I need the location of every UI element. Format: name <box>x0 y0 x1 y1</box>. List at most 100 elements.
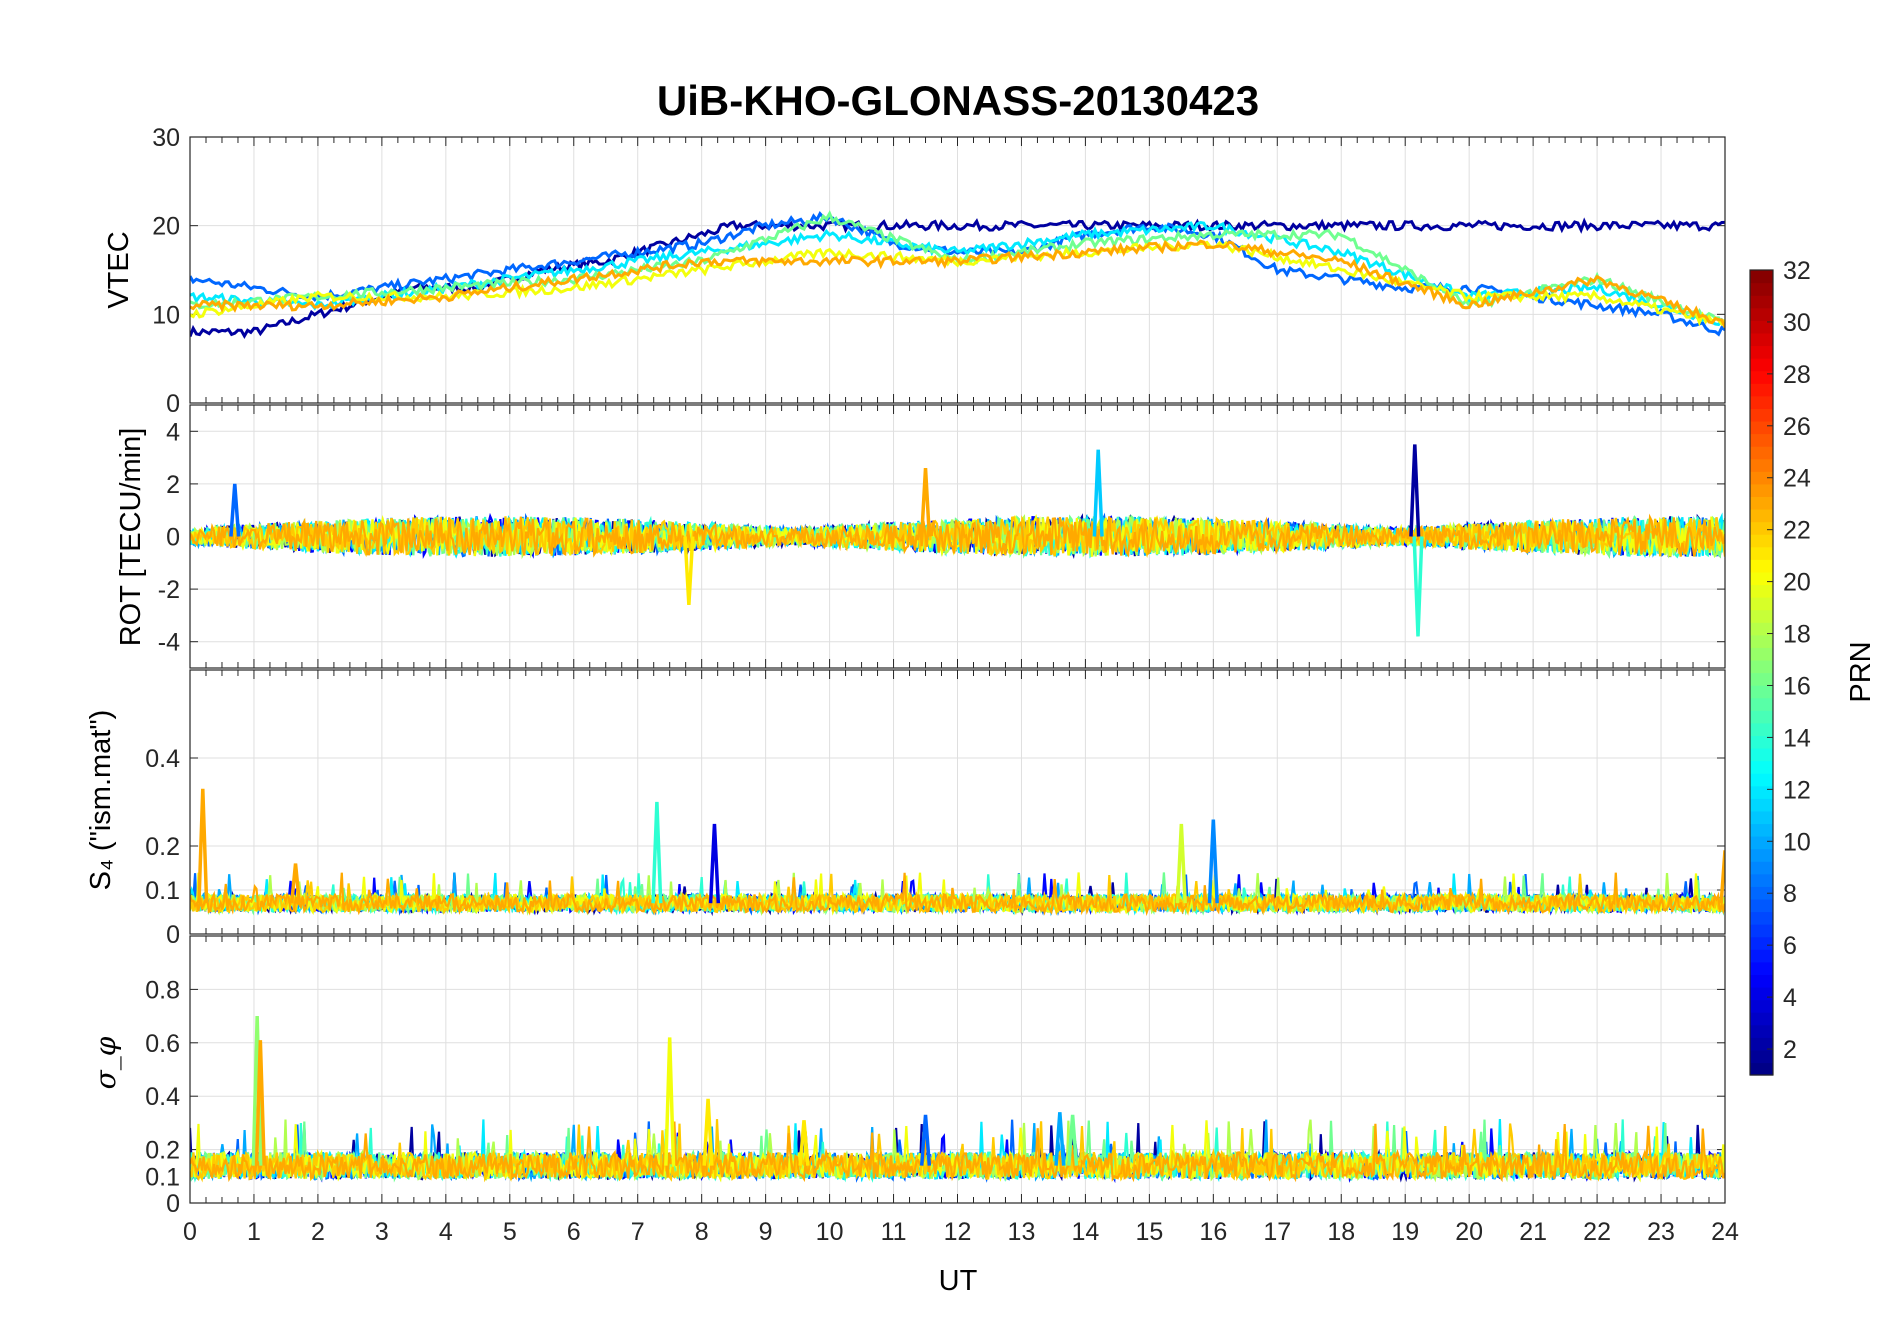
colorbar-segment <box>1750 949 1773 963</box>
colorbar-segment <box>1750 358 1773 372</box>
y-tick-label: 20 <box>152 213 180 241</box>
colorbar-segment <box>1750 848 1773 862</box>
noise-series-line <box>190 872 1725 917</box>
colorbar-segment <box>1750 270 1773 284</box>
y-tick-label: 0.2 <box>145 1137 180 1165</box>
x-tick-label: 14 <box>1072 1218 1100 1246</box>
colorbar-tick-label: 20 <box>1783 569 1811 597</box>
colorbar-segment <box>1750 521 1773 535</box>
colorbar-tick-label: 12 <box>1783 776 1811 804</box>
x-tick-label: 24 <box>1711 1218 1739 1246</box>
y-axis-label: ROT [TECU/min] <box>115 428 147 647</box>
colorbar-segment <box>1750 307 1773 321</box>
panel-frame <box>189 669 1726 935</box>
colorbar-tick-label: 22 <box>1783 517 1811 545</box>
spike-mark <box>254 1040 266 1166</box>
colorbar-segment <box>1750 295 1773 309</box>
colorbar-segment <box>1750 760 1773 774</box>
colorbar-segment <box>1750 986 1773 1001</box>
spike-mark <box>651 801 663 904</box>
colorbar-segment <box>1750 496 1773 510</box>
y-tick-label: 0 <box>166 524 180 552</box>
vtec-series-line <box>190 211 1725 337</box>
colorbar-segment <box>1750 634 1773 648</box>
colorbar-segment <box>1750 785 1773 799</box>
colorbar-segment <box>1750 697 1773 711</box>
y-axis-label: VTEC <box>103 231 135 308</box>
colorbar-segment <box>1750 508 1773 523</box>
colorbar-tick-label: 28 <box>1783 361 1811 389</box>
y-tick-label: 0.1 <box>145 877 180 905</box>
colorbar-segment <box>1750 974 1773 988</box>
x-tick-label: 12 <box>944 1218 972 1246</box>
spike-mark <box>702 1098 714 1166</box>
spike-mark <box>1412 536 1424 637</box>
y-tick-label: 0 <box>166 390 180 418</box>
spike-mark <box>229 483 241 537</box>
colorbar-frame <box>1749 269 1774 1076</box>
colorbar-segment <box>1750 433 1773 447</box>
y-tick-label: 0.8 <box>145 976 180 1004</box>
x-tick-label: 6 <box>567 1218 581 1246</box>
colorbar-segment <box>1750 836 1773 850</box>
colorbar-segment <box>1750 370 1773 384</box>
spike-mark <box>798 1120 810 1166</box>
y-tick-label: -4 <box>158 629 180 657</box>
y-tick-label: 30 <box>152 124 180 152</box>
spike-mark <box>919 468 932 537</box>
colorbar-segment <box>1750 584 1773 598</box>
colorbar-segment <box>1750 622 1773 636</box>
colorbar-segment <box>1750 408 1773 422</box>
colorbar-segment <box>1750 735 1773 749</box>
spike-mark <box>1409 444 1421 537</box>
x-tick-label: 15 <box>1135 1218 1163 1246</box>
colorbar-segment <box>1750 1049 1773 1064</box>
colorbar-segment <box>1750 823 1773 837</box>
colorbar-tick-label: 32 <box>1783 257 1811 285</box>
spike-mark <box>1175 823 1187 904</box>
colorbar-segment <box>1750 282 1773 296</box>
x-tick-label: 5 <box>503 1218 517 1246</box>
panel-frame <box>189 404 1726 669</box>
y-tick-label: 0.6 <box>145 1030 180 1058</box>
spike-mark <box>664 1037 676 1166</box>
panel-frame <box>189 935 1726 1204</box>
y-axis-label: S₄ ("ism.mat") <box>85 710 117 891</box>
x-tick-label: 22 <box>1583 1218 1611 1246</box>
colorbar-segment <box>1750 546 1773 560</box>
y-tick-label: 0.2 <box>145 833 180 861</box>
colorbar-segment <box>1750 345 1773 359</box>
colorbar-segment <box>1750 961 1773 975</box>
x-tick-label: 20 <box>1455 1218 1483 1246</box>
x-tick-label: 9 <box>759 1218 773 1246</box>
colorbar-segment <box>1750 559 1773 573</box>
spike-mark <box>1054 1112 1066 1166</box>
colorbar-segment <box>1750 1062 1773 1076</box>
panel-0-data <box>190 210 1725 340</box>
colorbar-tick-label: 14 <box>1783 724 1811 752</box>
x-tick-label: 1 <box>247 1218 261 1246</box>
colorbar-tick-label: 10 <box>1783 828 1811 856</box>
colorbar-segment <box>1750 936 1773 950</box>
x-tick-label: 7 <box>631 1218 645 1246</box>
colorbar-segment <box>1750 1012 1773 1026</box>
colorbar-tick-label: 6 <box>1783 932 1797 960</box>
colorbar-segment <box>1750 395 1773 409</box>
colorbar-segment <box>1750 722 1773 736</box>
colorbar-tick-label: 18 <box>1783 621 1811 649</box>
y-axis-label: σ_φ <box>89 1036 122 1089</box>
colorbar-tick-label: 26 <box>1783 413 1811 441</box>
panel-frame <box>189 136 1726 404</box>
colorbar-segment <box>1750 320 1773 334</box>
colorbar-segment <box>1750 873 1773 887</box>
y-tick-label: 0.4 <box>145 745 180 773</box>
x-tick-label: 17 <box>1263 1218 1291 1246</box>
colorbar-segment <box>1750 659 1773 674</box>
colorbar-segment <box>1750 483 1773 498</box>
y-tick-label: 0 <box>166 1190 180 1218</box>
colorbar-segment <box>1750 471 1773 485</box>
colorbar-segment <box>1750 798 1773 812</box>
colorbar-segment <box>1750 747 1773 762</box>
colorbar-segment <box>1750 571 1773 586</box>
